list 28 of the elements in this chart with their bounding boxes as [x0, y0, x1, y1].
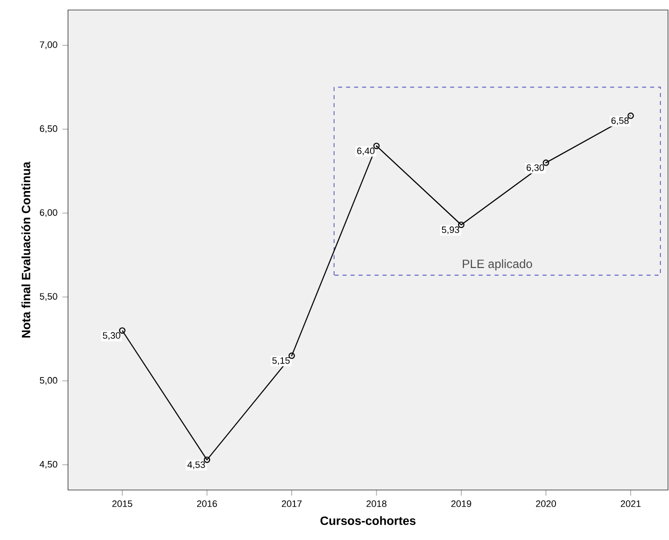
x-tick-label: 2015 — [112, 500, 132, 507]
y-tick-label: 4,50 — [40, 460, 58, 469]
x-tick-label: 2019 — [451, 500, 472, 507]
point — [542, 160, 550, 166]
y-axis-title: Nota final Evaluación Continua — [21, 162, 30, 338]
y-tick-label: 5,50 — [40, 293, 58, 301]
data-label: 5,30 — [102, 332, 120, 340]
y-tick-label: 7,00 — [40, 41, 58, 50]
x-tick-label: 2018 — [366, 500, 386, 507]
data-label: 6,30 — [526, 164, 544, 172]
point — [373, 142, 380, 150]
x-tick-label: 2016 — [197, 500, 217, 507]
data-label: 6,40 — [357, 148, 375, 156]
data-label: 6,58 — [611, 117, 629, 126]
x-tick-label: 2020 — [536, 500, 556, 507]
point — [458, 222, 464, 228]
point — [204, 456, 210, 463]
y-tick-label: 6,50 — [40, 125, 58, 134]
data-label: 5,15 — [272, 357, 290, 365]
y-tick-label: 6,00 — [40, 209, 58, 217]
x-tick-label: 2017 — [282, 500, 302, 507]
band-label: PLE aplicado — [462, 259, 532, 270]
data-label: 5,93 — [442, 226, 460, 234]
x-axis-title: Cursos-cohortes — [320, 516, 416, 525]
y-tick-label: 5,00 — [40, 377, 58, 385]
x-tick-label: 2021 — [620, 500, 641, 507]
data-label: 4,53 — [187, 461, 205, 470]
point — [288, 352, 295, 359]
